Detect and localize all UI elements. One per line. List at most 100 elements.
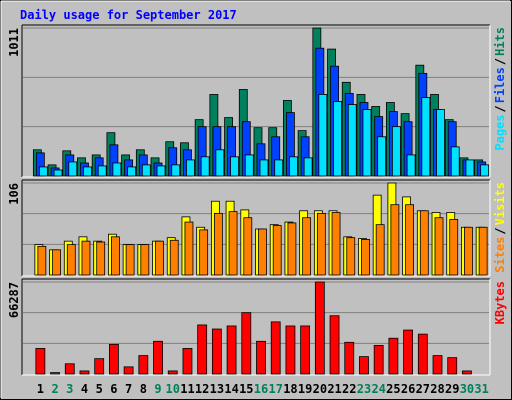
y-tick-label: 66287 <box>7 282 21 318</box>
legend-entry: Sites <box>493 237 507 273</box>
bar <box>37 245 47 276</box>
x-tick-label: 11 <box>180 382 194 396</box>
bar <box>94 358 105 375</box>
y-tick-label: 106 <box>7 183 21 205</box>
bar <box>199 229 209 276</box>
bar <box>68 161 78 177</box>
bar <box>200 156 210 177</box>
legend: KBytes <box>493 281 507 324</box>
bar <box>314 281 325 375</box>
bar <box>447 357 458 375</box>
legend-entry: KBytes <box>493 281 507 324</box>
bar <box>331 212 341 276</box>
bar <box>270 321 281 375</box>
legend: Sites / Visits <box>493 182 507 273</box>
bar <box>141 164 151 177</box>
bar <box>289 156 298 177</box>
x-tick-label: 8 <box>140 382 147 396</box>
bar <box>419 210 429 276</box>
bar <box>52 249 61 276</box>
bar <box>464 226 473 276</box>
bar <box>391 126 401 177</box>
bar <box>97 165 107 177</box>
x-tick-label: 1 <box>37 382 44 396</box>
bar <box>256 340 266 375</box>
x-tick-label: 20 <box>313 382 327 396</box>
legend-entry: Hits <box>493 27 507 56</box>
x-tick-label: 31 <box>474 382 488 396</box>
bar <box>156 165 166 177</box>
x-tick-label: 30 <box>460 382 474 396</box>
x-tick-label: 19 <box>298 382 312 396</box>
legend-entry: Visits <box>493 182 507 225</box>
x-tick-label: 16 <box>254 382 268 396</box>
bar <box>359 356 369 375</box>
bar <box>171 164 181 177</box>
legend-separator: / <box>493 58 507 65</box>
bar <box>449 219 459 276</box>
x-tick-label: 15 <box>239 382 253 396</box>
legend-entry: Files <box>493 67 507 103</box>
bar <box>300 325 311 375</box>
bar <box>125 244 135 276</box>
bar <box>406 154 416 177</box>
x-tick-label: 13 <box>210 382 224 396</box>
bar <box>318 94 328 177</box>
bar <box>53 169 63 177</box>
bar <box>64 363 75 375</box>
legend-separator: / <box>493 105 507 112</box>
bar <box>127 166 137 177</box>
bar <box>243 217 253 276</box>
bar <box>434 217 444 276</box>
bar <box>123 366 134 375</box>
bar <box>81 240 91 276</box>
bar <box>478 226 488 276</box>
x-tick-label: 4 <box>81 382 88 396</box>
legend-separator: / <box>493 227 507 234</box>
x-tick-label: 22 <box>342 382 356 396</box>
bar <box>375 224 385 276</box>
bar <box>285 325 296 375</box>
bar <box>96 241 106 276</box>
bar <box>38 166 48 177</box>
bar <box>230 156 239 177</box>
bar <box>184 221 194 276</box>
bar <box>302 217 312 276</box>
bar <box>480 164 490 177</box>
x-tick-label: 6 <box>110 382 117 396</box>
bar <box>241 312 252 375</box>
bar <box>405 204 414 276</box>
bar <box>377 136 387 177</box>
bar <box>347 104 357 177</box>
x-tick-label: 10 <box>166 382 180 396</box>
bar <box>228 211 238 276</box>
bar <box>403 329 413 375</box>
bar <box>112 162 122 177</box>
bar <box>83 166 92 177</box>
x-tick-label: 21 <box>327 382 341 396</box>
bar <box>362 109 372 177</box>
bar <box>258 228 267 276</box>
bar <box>167 370 178 375</box>
bar <box>432 355 443 375</box>
bar <box>244 154 254 177</box>
bar <box>373 344 384 375</box>
bar <box>259 159 269 177</box>
bar <box>50 372 60 375</box>
bar <box>333 101 342 177</box>
bar <box>109 343 119 375</box>
bar <box>211 328 222 375</box>
x-tick-label: 14 <box>224 382 238 396</box>
bar <box>138 355 149 375</box>
x-tick-label: 24 <box>371 382 385 396</box>
chart-title: Daily usage for September 2017 <box>20 8 237 22</box>
x-tick-label: 28 <box>430 382 444 396</box>
bar <box>316 212 326 276</box>
bar <box>155 240 164 276</box>
bar <box>272 225 282 276</box>
x-tick-label: 12 <box>195 382 209 396</box>
bar <box>450 146 460 177</box>
bar <box>287 222 297 276</box>
y-tick-label: 1011 <box>7 28 21 57</box>
bar <box>436 109 445 177</box>
